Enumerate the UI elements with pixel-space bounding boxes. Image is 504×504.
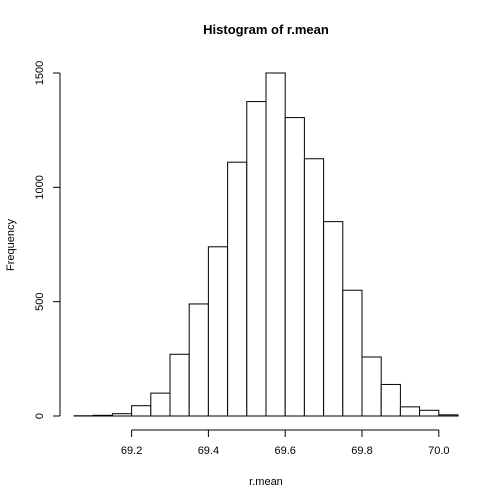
histogram-bar <box>207 246 229 417</box>
histogram-bar <box>265 72 286 417</box>
histogram-bar <box>284 117 305 417</box>
y-axis-label: Frequency <box>5 219 17 271</box>
x-tick-label: 69.2 <box>121 445 142 457</box>
chart-title: Histogram of r.mean <box>203 22 329 37</box>
histogram-bar <box>399 406 421 417</box>
y-tick-label: 1000 <box>34 175 46 199</box>
histogram-bar <box>169 353 190 417</box>
histogram-bar <box>419 409 440 417</box>
histogram-bar <box>111 413 133 417</box>
histogram-bar <box>227 161 248 417</box>
histogram-bar <box>131 405 152 417</box>
histogram-bar <box>188 303 209 417</box>
x-axis-label: r.mean <box>249 476 283 488</box>
histogram-bar <box>246 101 267 417</box>
x-tick-label: 69.6 <box>274 445 295 457</box>
histogram-bar <box>92 414 113 417</box>
x-tick-label: 70.0 <box>428 445 449 457</box>
histogram-bar <box>361 356 382 417</box>
y-axis: 0 500 1000 1500 <box>34 61 61 419</box>
x-axis: 69.2 69.4 69.6 69.8 70.0 <box>121 429 450 457</box>
histogram-bar <box>150 392 171 417</box>
y-tick-label: 0 <box>34 413 46 419</box>
histogram-bar <box>323 221 344 417</box>
histogram-bar <box>380 383 401 417</box>
histogram-bar <box>303 158 325 417</box>
histogram-bar <box>342 289 363 417</box>
histogram-bar <box>438 414 459 417</box>
bars-group <box>73 72 459 417</box>
x-tick-label: 69.4 <box>198 445 219 457</box>
y-tick-label: 1500 <box>34 61 46 85</box>
x-tick-label: 69.8 <box>351 445 372 457</box>
y-tick-label: 500 <box>34 292 46 310</box>
